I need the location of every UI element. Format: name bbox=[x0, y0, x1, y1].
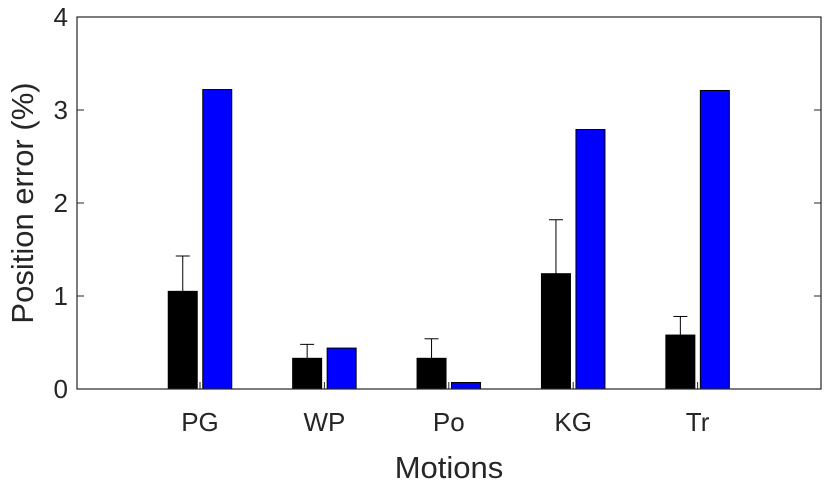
bar-blue-kg bbox=[575, 129, 606, 390]
bar-black-tr bbox=[665, 334, 696, 390]
x-tick-label-kg: KG bbox=[554, 407, 592, 437]
bar-blue-po bbox=[451, 381, 482, 390]
bar-black-po bbox=[416, 357, 447, 390]
x-tick-label-wp: WP bbox=[303, 407, 345, 437]
bar-black-pg bbox=[167, 290, 198, 390]
x-tick-label-po: Po bbox=[433, 407, 465, 437]
bar-blue-tr bbox=[699, 89, 730, 390]
bar-black-kg bbox=[540, 273, 571, 390]
y-tick-label-0: 0 bbox=[54, 374, 68, 404]
y-tick-label-2: 2 bbox=[54, 188, 68, 218]
x-tick-label-pg: PG bbox=[181, 407, 219, 437]
bar-black-wp bbox=[292, 357, 323, 390]
bar-blue-wp bbox=[326, 347, 357, 390]
y-axis-title: Position error (%) bbox=[5, 82, 40, 323]
x-tick-label-tr: Tr bbox=[686, 407, 710, 437]
y-tick-label-3: 3 bbox=[54, 95, 68, 125]
y-tick-label-4: 4 bbox=[54, 2, 68, 32]
bar-blue-pg bbox=[202, 89, 233, 390]
x-axis-title: Motions bbox=[395, 450, 504, 485]
y-tick-label-1: 1 bbox=[54, 281, 68, 311]
